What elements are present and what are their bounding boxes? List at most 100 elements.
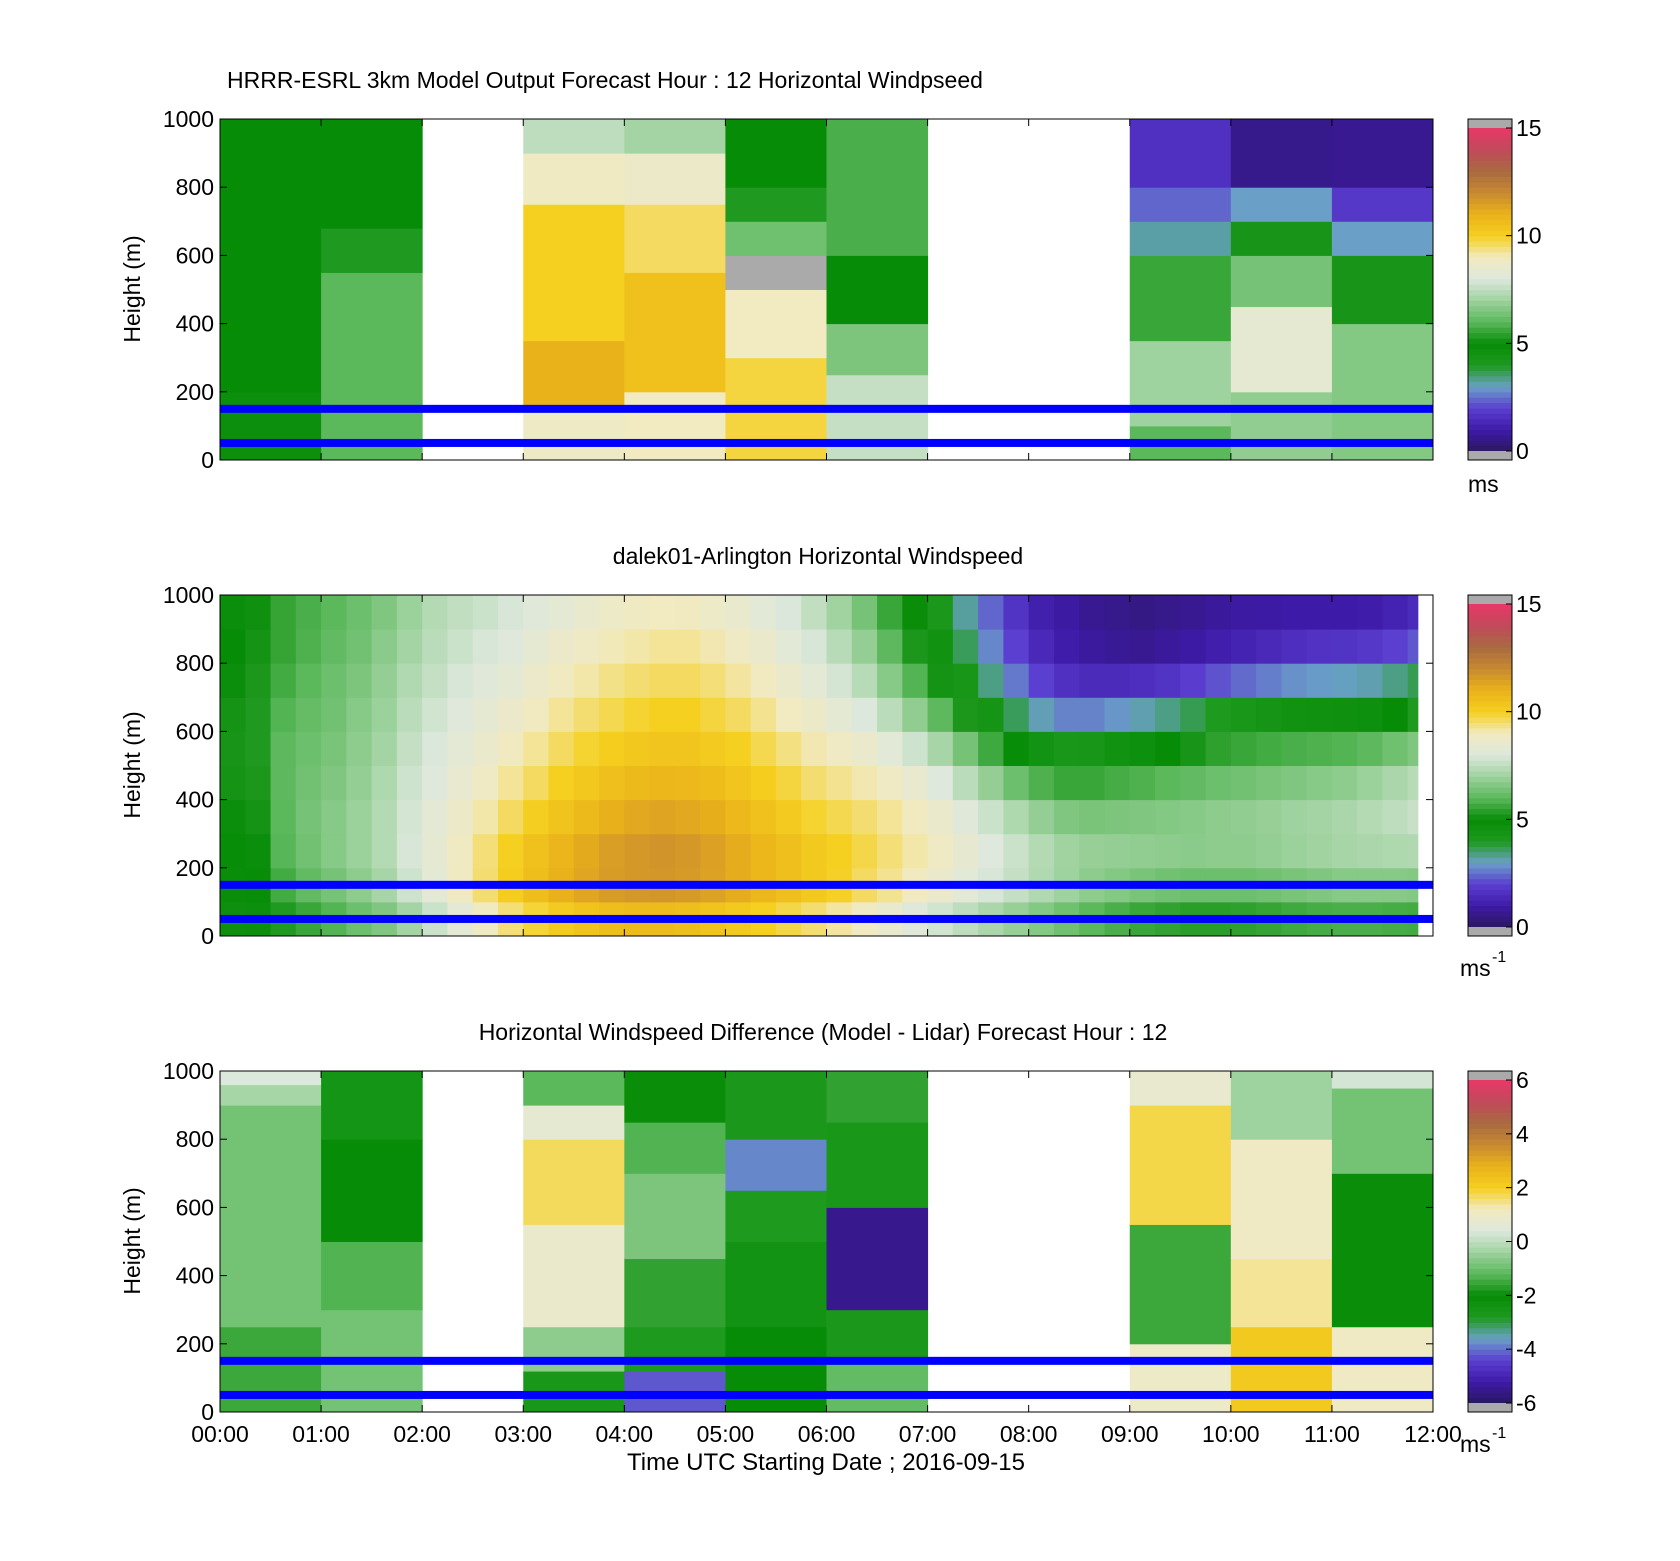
panel-2-cell-29-8	[952, 629, 979, 664]
panel-1-cell-6-2	[1129, 255, 1232, 342]
panel-2-cell-24-3	[826, 799, 853, 835]
panel-2-cell-4-6	[321, 697, 347, 732]
x-axis-label: Time UTC Starting Date ; 2016-09-15	[627, 1449, 1025, 1476]
panel-2-cell-17-9	[649, 595, 676, 630]
panel-2-colorbar-step-14	[1468, 846, 1512, 853]
panel-2-cell-12-7	[523, 663, 550, 698]
panel-2-cell-26-7	[877, 663, 903, 698]
panel-1-colorbar-step-30	[1468, 284, 1512, 291]
panel-2-cell-47-6	[1407, 697, 1419, 732]
panel-2-cell-16-7	[624, 663, 651, 698]
panel-1-colorbar-step-52	[1468, 165, 1512, 172]
panel-2-cell-0-7	[220, 663, 246, 698]
panel-1-colorbar-step-12	[1468, 381, 1512, 387]
panel-2-cell-7-2	[396, 833, 423, 869]
panel-2-colorbar-step-31	[1468, 754, 1512, 761]
x-tick-label-11: 11:00	[1304, 1421, 1360, 1447]
panel-3-cell-0-1	[220, 1105, 322, 1328]
panel-2-cell-3-2	[295, 833, 322, 869]
panel-2-cell-8-5	[422, 731, 448, 766]
panel-2-cell-4-5	[321, 731, 347, 766]
panel-2-cell-40-7	[1230, 663, 1257, 698]
panel-3-colorbar-step-8	[1468, 1354, 1512, 1361]
panel-2-cell-46-4	[1382, 765, 1409, 801]
panel-2-cell-42-7	[1281, 663, 1308, 698]
panel-2-colorbar-step-58	[1468, 609, 1512, 616]
panel-2-cell-18-9	[674, 595, 701, 630]
panel-3-colorbar-step-22	[1468, 1279, 1512, 1286]
panel-2-cell-9-2	[447, 833, 474, 869]
panel-3-colorbar-step-14	[1468, 1322, 1512, 1329]
panel-2-cell-6-8	[371, 629, 398, 664]
panel-2-cell-13-5	[548, 731, 575, 766]
panel-3-cell-5-2	[826, 1207, 929, 1311]
panel-3-colorbar-step-41	[1468, 1176, 1512, 1183]
panel-3-colorbar-unit-exp: -1	[1492, 1425, 1506, 1442]
panel-2-cell-34-4	[1079, 765, 1105, 801]
panel-3-colorbar-step-3	[1468, 1381, 1512, 1388]
panel-2-colorbar-step-26	[1468, 781, 1512, 788]
panel-2-colorbar-step-55	[1468, 625, 1512, 632]
panel-2-cell-47-2	[1407, 833, 1419, 869]
panel-2-cell-46-3	[1382, 799, 1409, 835]
panel-2-cell-37-9	[1155, 595, 1181, 630]
panel-2-cell-0-2	[220, 833, 246, 869]
panel-1-colorbar-step-35	[1468, 257, 1512, 264]
panel-3-colorbar-step-21	[1468, 1284, 1512, 1291]
panel-2-colorbar-tick-label-0: 0	[1516, 914, 1529, 940]
panel-3-cell-6-2	[1129, 1105, 1232, 1225]
panel-2-cell-16-6	[624, 697, 651, 732]
panel-2-cell-17-8	[649, 629, 676, 664]
panel-3-cell-4-2	[725, 1190, 827, 1242]
panel-1-ytick-label-3: 600	[176, 242, 214, 268]
panel-2-cell-15-8	[599, 629, 625, 664]
panel-2-cell-6-5	[371, 731, 398, 766]
panel-2-colorbar-step-6	[1468, 889, 1512, 896]
panel-2-cell-31-3	[1003, 799, 1030, 835]
panel-2-cell-22-3	[775, 799, 802, 835]
panel-2-cell-3-9	[295, 595, 322, 630]
panel-2-cell-6-6	[371, 697, 398, 732]
panel-2-cell-15-4	[599, 765, 625, 801]
panel-3-colorbar-step-29	[1468, 1241, 1512, 1248]
panel-2-ytick-label-0: 0	[201, 923, 214, 949]
panel-3-cell-5-3	[826, 1122, 929, 1208]
panel-2-cell-43-6	[1306, 697, 1333, 732]
panel-2-cell-45-2	[1357, 833, 1383, 869]
panel-1-cell-7-0	[1230, 391, 1333, 461]
panel-1-cell-7-3	[1230, 221, 1333, 256]
panel-1-colorbar-step-2	[1468, 434, 1512, 441]
panel-2-cell-3-7	[295, 663, 322, 698]
panel-2-cell-40-2	[1230, 833, 1257, 869]
panel-3-colorbar-step-35	[1468, 1209, 1512, 1216]
panel-3-colorbar-step-36	[1468, 1203, 1512, 1210]
panel-1-colorbar-step-15	[1468, 364, 1512, 371]
panel-2-cell-24-2	[826, 833, 853, 869]
plot-layer: 0200400600800100005101502004006008001000…	[163, 106, 1542, 1447]
panel-1-cell-4-5	[725, 119, 827, 188]
panel-2-cell-14-8	[573, 629, 600, 664]
panel-2-cell-33-7	[1053, 663, 1080, 698]
panel-3-colorbar-step-45	[1468, 1155, 1512, 1162]
panel-2-cell-40-5	[1230, 731, 1257, 766]
panel-2-cell-2-9	[270, 595, 297, 630]
panel-1-cell-3-1	[624, 272, 726, 393]
panel-3-colorbar-step-13	[1468, 1327, 1512, 1334]
panel-3-cell-3-3	[624, 1173, 726, 1260]
panel-1-colorbar-step-21	[1468, 332, 1512, 339]
panel-2-cell-0-6	[220, 697, 246, 732]
panel-2-cell-7-6	[396, 697, 423, 732]
panel-2-cell-17-6	[649, 697, 676, 732]
panel-3-colorbar-step-7	[1468, 1359, 1512, 1366]
panel-3-colorbar-step-51	[1468, 1123, 1512, 1130]
panel-2-cell-10-4	[472, 765, 499, 801]
panel-2-cell-30-6	[978, 697, 1004, 732]
panel-2-cell-2-5	[270, 731, 297, 766]
panel-2-cell-46-5	[1382, 731, 1409, 766]
panel-1-colorbar-step-45	[1468, 203, 1512, 210]
panel-2-colorbar-step-25	[1468, 787, 1512, 794]
panel-2-colorbar-step-20	[1468, 813, 1512, 820]
panel-2-cell-36-9	[1129, 595, 1156, 630]
panel-1-cell-2-2	[523, 204, 625, 342]
panel-2-cell-16-4	[624, 765, 651, 801]
